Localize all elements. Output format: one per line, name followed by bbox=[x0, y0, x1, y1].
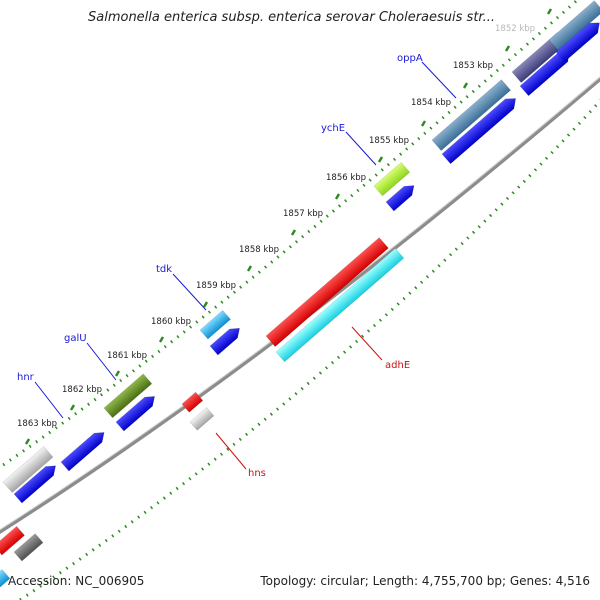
cds-arrow[interactable] bbox=[115, 392, 159, 432]
kbp-tick-label: 1862 kbp bbox=[62, 385, 102, 395]
kbp-tick-label: 1852 kbp bbox=[495, 24, 535, 34]
gene-leader-line bbox=[34, 381, 64, 419]
gene-block-dark-edge[interactable] bbox=[13, 533, 44, 562]
major-tick bbox=[290, 229, 297, 236]
gene-leader-line bbox=[172, 273, 207, 311]
major-tick bbox=[462, 82, 469, 89]
gene-block-adhE-cds[interactable] bbox=[275, 247, 405, 363]
gene-block-faded[interactable] bbox=[548, 0, 600, 51]
gene-label-group: oppA ychE tdk galU hnr adhE hns bbox=[17, 53, 423, 479]
gene-block-hns[interactable] bbox=[181, 391, 204, 413]
cds-arrow[interactable] bbox=[60, 428, 108, 472]
kbp-tick-label: 1859 kbp bbox=[196, 281, 236, 291]
kbp-tick-label: 1854 kbp bbox=[411, 98, 451, 108]
gene-label-hnr[interactable]: hnr bbox=[17, 372, 35, 383]
major-tick bbox=[158, 336, 165, 343]
major-tick bbox=[114, 370, 121, 377]
gene-block-galU[interactable] bbox=[103, 373, 153, 419]
major-tick bbox=[246, 265, 253, 272]
gene-leader-line bbox=[215, 432, 247, 470]
gene-leader-line bbox=[86, 342, 117, 381]
gene-block-tdk[interactable] bbox=[199, 309, 231, 340]
kbp-tick-label: 1860 kbp bbox=[151, 317, 191, 327]
kbp-tick-label: 1861 kbp bbox=[107, 351, 147, 361]
gene-block-sky-edge[interactable] bbox=[0, 569, 11, 590]
genome-title: Salmonella enterica subsp. enterica sero… bbox=[88, 10, 495, 25]
major-tick bbox=[334, 193, 341, 200]
gene-label-adhE[interactable]: adhE bbox=[385, 360, 410, 371]
gene-block-oppA[interactable] bbox=[431, 79, 512, 151]
major-tick bbox=[504, 45, 511, 52]
major-tick bbox=[24, 438, 31, 445]
gene-block-hnr[interactable] bbox=[2, 446, 54, 493]
genome-backbone bbox=[0, 76, 600, 534]
gene-block-red-edge[interactable] bbox=[0, 525, 25, 556]
cds-arrow[interactable] bbox=[555, 18, 600, 63]
kbp-tick-ring-outer bbox=[0, 0, 580, 469]
kbp-tick-label: 1853 kbp bbox=[453, 61, 493, 71]
genome-summary-text: Topology: circular; Length: 4,755,700 bp… bbox=[260, 574, 590, 588]
tick-ring-inner bbox=[19, 98, 600, 600]
gene-label-ychE[interactable]: ychE bbox=[321, 123, 345, 134]
cds-arrow[interactable] bbox=[385, 181, 418, 212]
major-tick bbox=[69, 404, 76, 411]
major-tick bbox=[202, 301, 209, 308]
cds-arrow[interactable] bbox=[441, 94, 520, 165]
gene-label-oppA[interactable]: oppA bbox=[397, 53, 423, 64]
gene-leader-lines bbox=[34, 61, 457, 470]
gene-block-adhE[interactable] bbox=[265, 237, 389, 347]
gene-label-tdk[interactable]: tdk bbox=[156, 264, 172, 275]
major-tick bbox=[377, 156, 384, 163]
kbp-tick-label: 1856 kbp bbox=[326, 173, 366, 183]
kbp-tick-label: 1858 kbp bbox=[239, 245, 279, 255]
kbp-tick-label: 1857 kbp bbox=[283, 209, 323, 219]
genome-backbone-highlight bbox=[0, 76, 600, 531]
gene-label-galU[interactable]: galU bbox=[64, 333, 87, 344]
gene-leader-line bbox=[351, 326, 383, 361]
accession-text: Accession: NC_006905 bbox=[8, 574, 145, 588]
gene-block-hns-cds[interactable] bbox=[189, 407, 215, 431]
major-tick bbox=[420, 120, 427, 127]
kbp-tick-label: 1863 kbp bbox=[17, 419, 57, 429]
gene-leader-line bbox=[421, 61, 457, 99]
major-tick-group bbox=[24, 8, 553, 445]
cds-arrow[interactable] bbox=[209, 324, 244, 356]
gene-leader-line bbox=[345, 131, 377, 166]
gene-label-hns[interactable]: hns bbox=[248, 468, 266, 479]
kbp-tick-label-group: 1852 kbp 1853 kbp 1854 kbp 1855 kbp 1856 kbp… bbox=[17, 24, 535, 429]
cds-arrow[interactable] bbox=[13, 461, 60, 504]
gene-block-ychE[interactable] bbox=[373, 161, 411, 197]
kbp-tick-label: 1855 kbp bbox=[369, 136, 409, 146]
major-tick bbox=[546, 8, 553, 15]
